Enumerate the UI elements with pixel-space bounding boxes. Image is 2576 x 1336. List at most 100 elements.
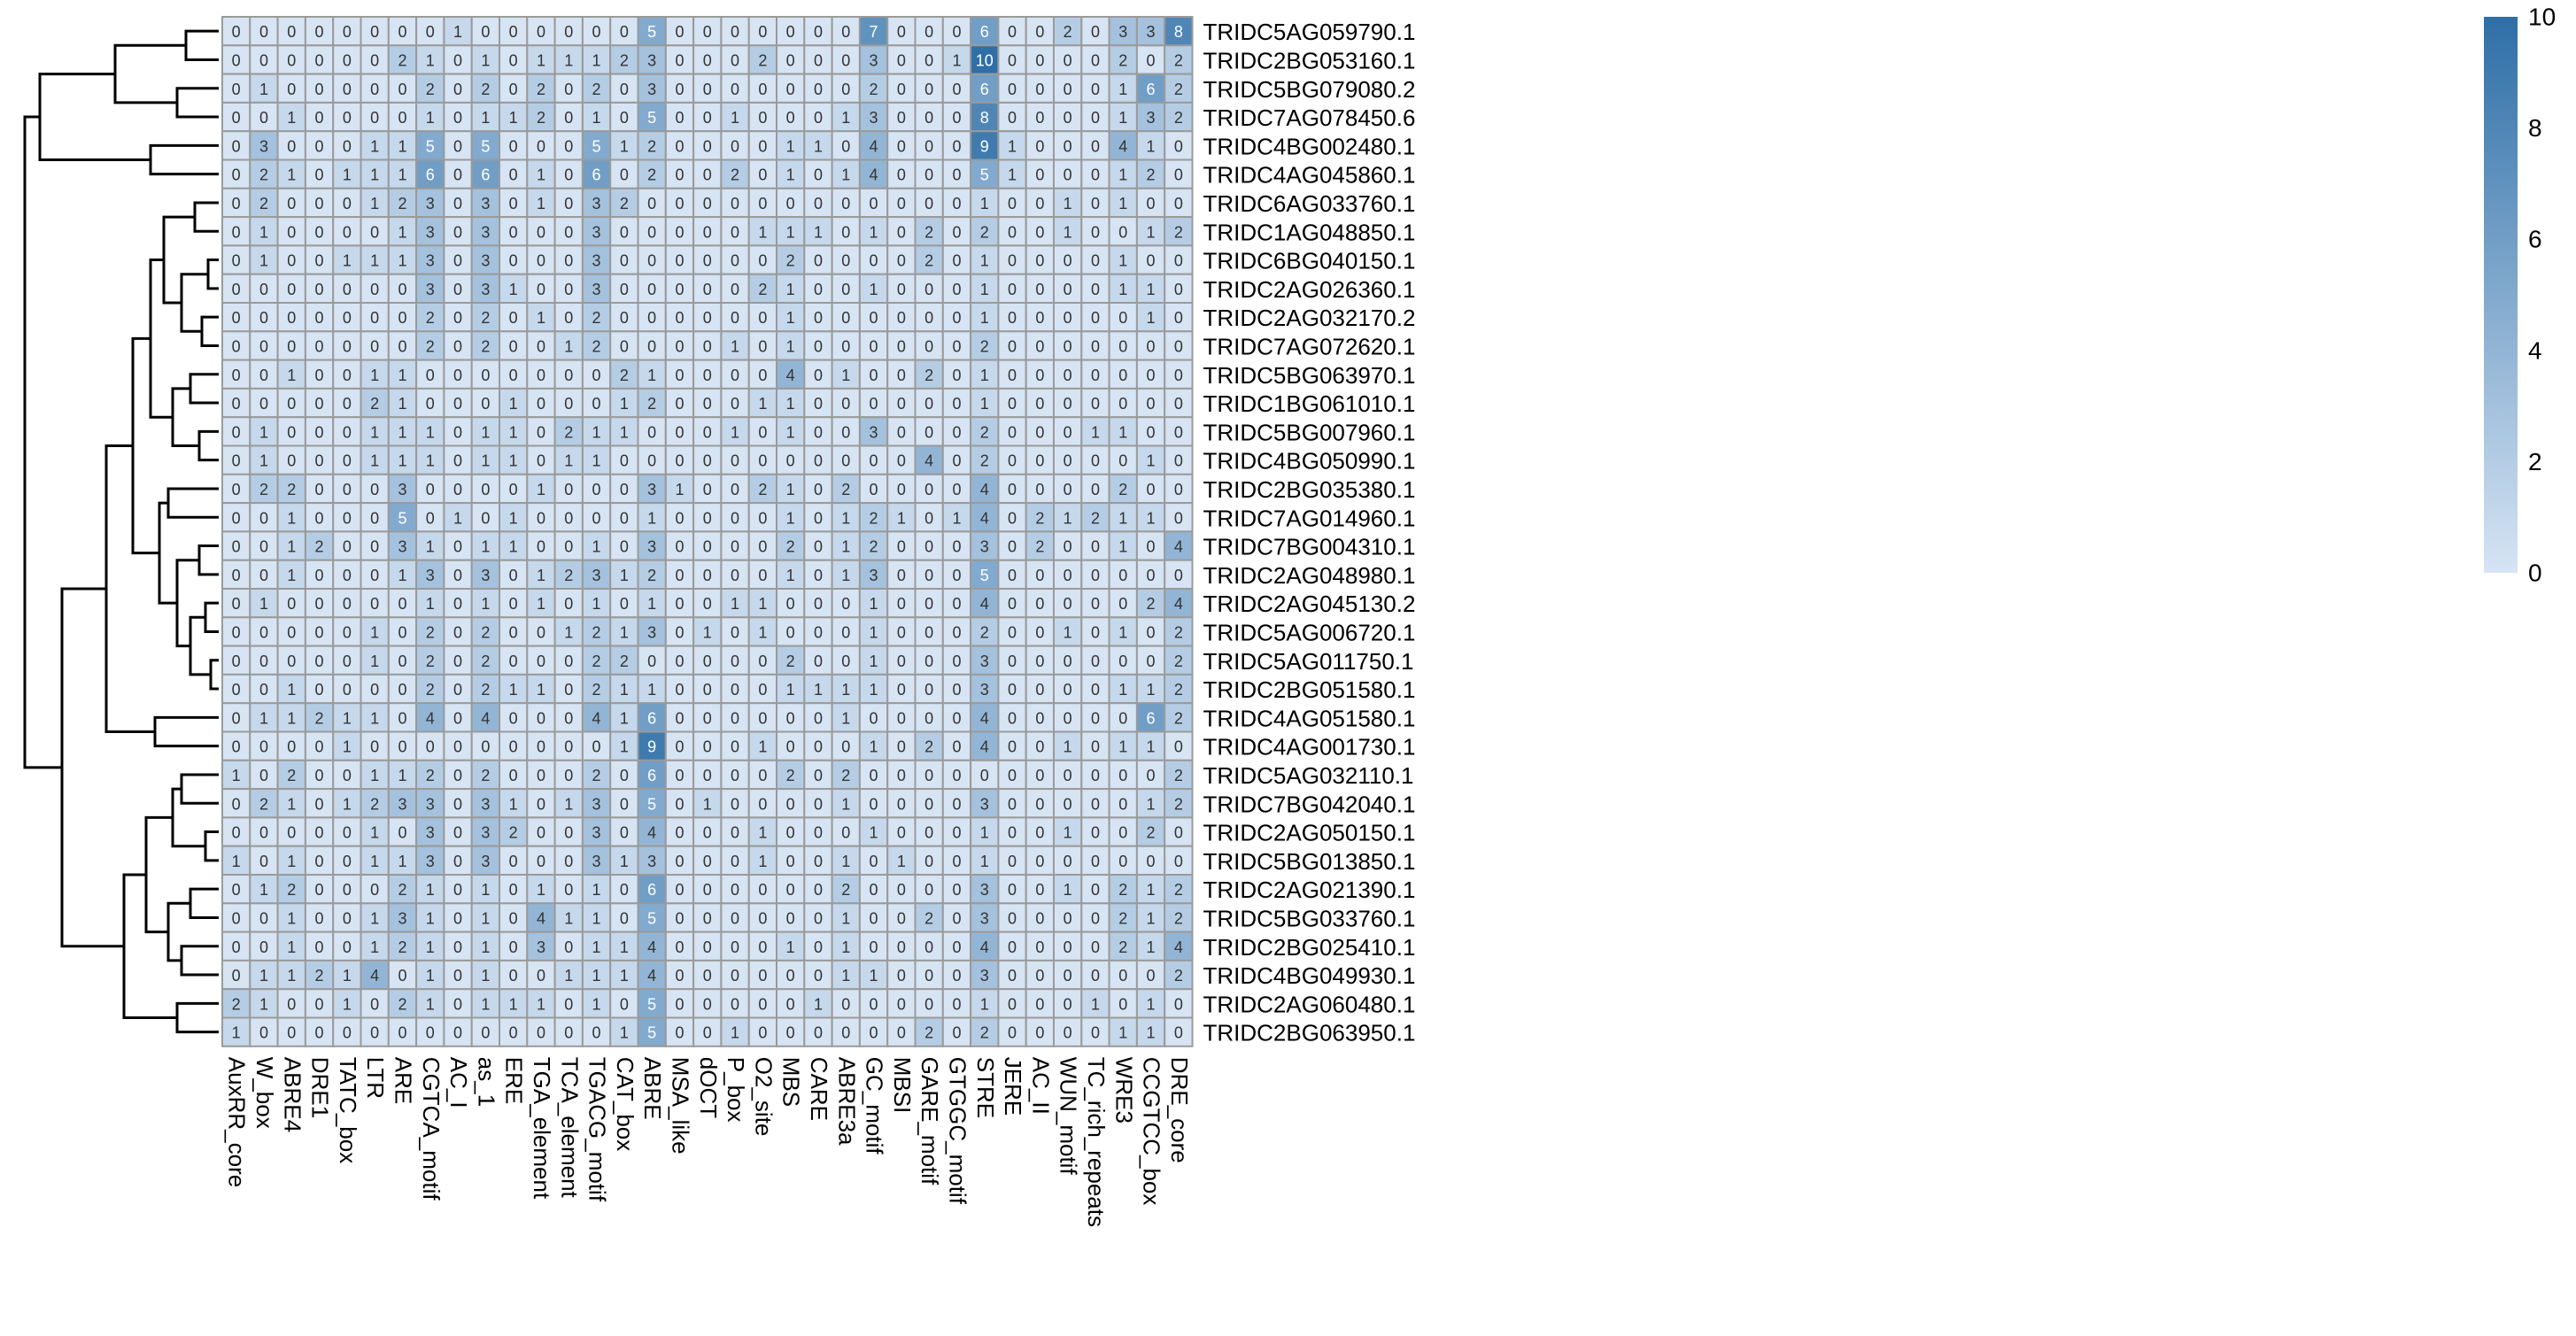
cell-value-label: 2	[1118, 909, 1127, 927]
cell-value-label: 1	[1008, 166, 1017, 184]
cell-value-label: 2	[924, 909, 933, 927]
cell-value-label: 0	[1064, 452, 1072, 470]
cell-value-label: 1	[1118, 281, 1127, 298]
cell-value-label: 0	[952, 395, 961, 413]
cell-value-label: 0	[675, 337, 684, 355]
cell-value-label: 0	[232, 709, 241, 727]
row-label: TRIDC2BG053160.1	[1203, 47, 1416, 73]
cell-value-label: 0	[1091, 109, 1100, 127]
cell-value-label: 1	[620, 853, 629, 870]
cell-value-label: 0	[675, 252, 684, 270]
cell-value-label: 1	[841, 967, 850, 985]
cell-value-label: 2	[370, 395, 379, 413]
heatmap-cell	[304, 387, 335, 419]
cell-value-label: 0	[924, 824, 933, 842]
heatmap-cell	[304, 44, 335, 75]
cell-value-label: 3	[426, 281, 435, 298]
cell-value-label: 0	[758, 967, 767, 985]
cell-value-label: 0	[786, 795, 795, 813]
cell-value-label: 3	[592, 795, 601, 813]
cell-value-label: 0	[870, 795, 878, 813]
cell-value-label: 1	[841, 709, 850, 727]
cell-value-label: 4	[1118, 137, 1127, 155]
cell-value-label: 3	[481, 281, 490, 298]
heatmap-cell	[1025, 359, 1055, 390]
cell-value-label: 0	[1091, 567, 1100, 584]
column-label: TC_rich_repeats	[1083, 1057, 1110, 1227]
cell-value-label: 0	[924, 938, 933, 956]
cell-value-label: 0	[232, 252, 241, 270]
cell-value-label: 0	[897, 137, 906, 155]
cell-value-label: 0	[620, 538, 629, 556]
cell-value-label: 0	[897, 767, 906, 784]
cell-value-label: 0	[426, 395, 435, 413]
cell-value-label: 0	[758, 938, 767, 956]
cell-value-label: 2	[620, 653, 629, 670]
cell-value-label: 0	[398, 281, 406, 298]
cell-value-label: 0	[232, 452, 241, 470]
cell-value-label: 0	[1035, 995, 1044, 1013]
cell-value-label: 1	[343, 252, 352, 270]
cell-value-label: 0	[952, 223, 961, 241]
column-label: CAT_box	[612, 1057, 638, 1151]
cell-value-label: 1	[1147, 309, 1156, 327]
column-label: TATC_box	[335, 1057, 361, 1163]
column-label: TGACG_motif	[584, 1057, 611, 1202]
cell-value-label: 1	[564, 623, 573, 641]
cell-value-label: 3	[870, 51, 878, 69]
heatmap-cell	[581, 273, 612, 305]
dendrogram-branch	[171, 787, 205, 848]
cell-value-label: 0	[287, 309, 296, 327]
cell-value-label: 2	[647, 567, 656, 584]
cell-value-label: 0	[924, 166, 933, 184]
cell-value-label: 1	[870, 223, 878, 241]
cell-value-label: 1	[1147, 995, 1156, 1013]
cell-value-label: 0	[343, 538, 352, 556]
cell-value-label: 1	[481, 967, 490, 985]
cell-value-label: 1	[343, 166, 352, 184]
heatmap-cell	[1135, 187, 1166, 219]
cell-value-label: 6	[1147, 81, 1156, 98]
cell-value-label: 0	[870, 367, 878, 384]
cell-value-label: 1	[758, 738, 767, 756]
cell-value-label: 5	[481, 137, 490, 155]
cell-value-label: 1	[398, 137, 406, 155]
cell-value-label: 3	[426, 853, 435, 870]
row-label: TRIDC2AG021390.1	[1203, 877, 1416, 903]
cell-value-label: 0	[1147, 967, 1156, 985]
cell-value-label: 0	[870, 452, 878, 470]
cell-value-label: 0	[1008, 967, 1017, 985]
cell-value-label: 0	[675, 938, 684, 956]
column-label: WUN_motif	[1056, 1057, 1082, 1176]
cell-value-label: 0	[814, 623, 823, 641]
cell-value-label: 3	[592, 281, 601, 298]
cell-value-label: 0	[703, 538, 712, 556]
cell-value-label: 0	[509, 367, 518, 384]
column-label: GARE_motif	[917, 1057, 943, 1185]
cell-value-label: 4	[647, 824, 656, 842]
cell-value-label: 1	[370, 166, 379, 184]
cell-value-label: 0	[564, 166, 573, 184]
cell-value-label: 2	[758, 281, 767, 298]
cell-value-label: 1	[758, 223, 767, 241]
column-label: ABRE3a	[833, 1057, 860, 1146]
cell-value-label: 0	[1008, 109, 1017, 127]
heatmap-cell	[581, 16, 612, 47]
cell-value-label: 0	[870, 309, 878, 327]
cell-value-label: 0	[287, 23, 296, 41]
heatmap-cell	[443, 387, 473, 419]
column-label: CCGTCC_box	[1139, 1057, 1165, 1206]
cell-value-label: 0	[814, 1024, 823, 1042]
cell-value-label: 0	[343, 824, 352, 842]
cell-value-label: 3	[870, 567, 878, 584]
cell-value-label: 0	[1091, 252, 1100, 270]
cell-value-label: 0	[453, 967, 462, 985]
heatmap-cell	[609, 73, 639, 104]
column-label: MSA_like	[667, 1057, 693, 1155]
cell-value-label: 1	[620, 423, 629, 441]
cell-value-label: 0	[564, 881, 573, 899]
cell-value-label: 0	[564, 367, 573, 384]
cell-value-label: 0	[814, 767, 823, 784]
cell-value-label: 0	[731, 738, 739, 756]
cell-value-label: 0	[564, 109, 573, 127]
